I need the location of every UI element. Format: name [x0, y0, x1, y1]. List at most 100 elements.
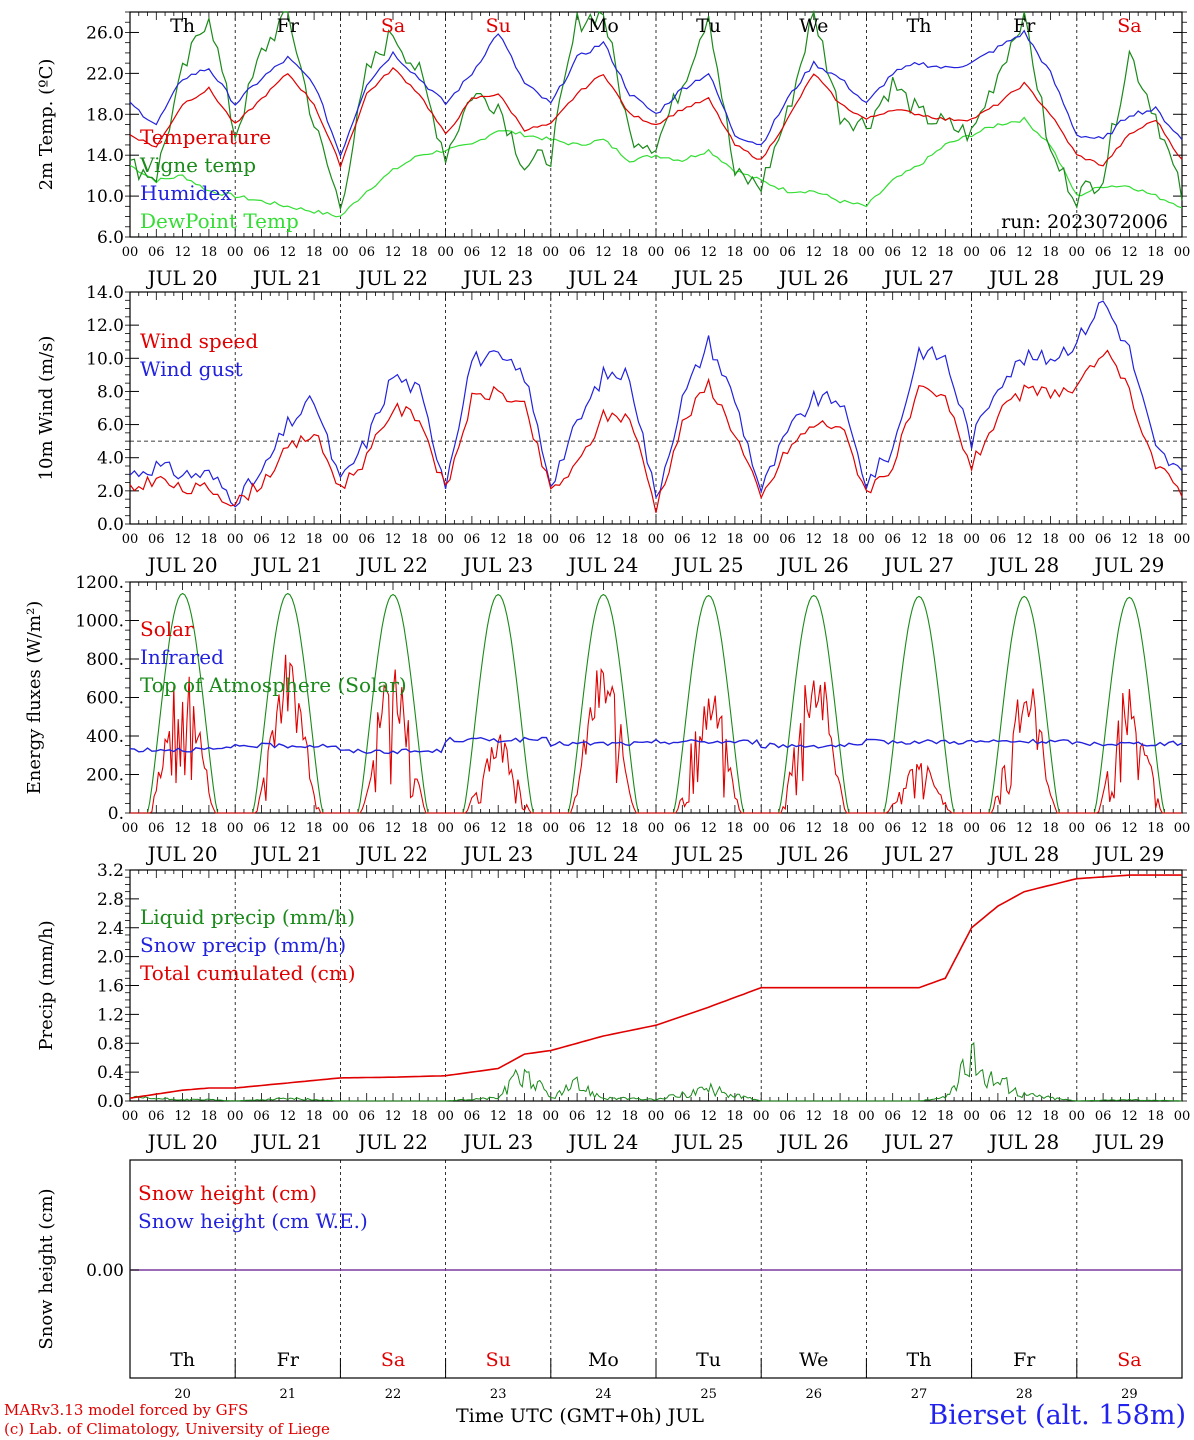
hour-label: 06 — [569, 821, 586, 836]
day-name-label: Sa — [381, 1349, 405, 1371]
energy-y-tick-label: 0. — [108, 804, 124, 824]
hour-label: 06 — [569, 1109, 586, 1124]
hour-label: 00 — [543, 1109, 560, 1124]
hour-label: 00 — [332, 1109, 349, 1124]
wind-y-tick-label: 4.0 — [97, 449, 124, 469]
infrared-line — [129, 736, 1183, 755]
date-label: JUL 21 — [251, 266, 323, 290]
day-name-label: Tu — [696, 1349, 721, 1371]
precip-y-tick-label: 1.6 — [97, 977, 124, 997]
hour-label: 06 — [884, 821, 901, 836]
temperature-legend-item: Vigne temp — [139, 153, 256, 177]
energy-legend-item: Solar — [140, 617, 194, 641]
temperature-legend-item: Humidex — [140, 181, 232, 205]
hour-label: 06 — [148, 532, 165, 547]
energy-legend-item: Top of Atmosphere (Solar) — [140, 673, 407, 697]
hour-label: 18 — [621, 1109, 638, 1124]
hour-label: 18 — [306, 532, 323, 547]
solar-line — [130, 654, 1182, 814]
date-label: JUL 20 — [146, 1130, 218, 1154]
hour-label: 12 — [280, 532, 297, 547]
date-label: JUL 22 — [356, 553, 428, 577]
hour-label: 12 — [595, 532, 612, 547]
hour-label: 12 — [806, 245, 823, 260]
hour-label: 06 — [1095, 821, 1112, 836]
hour-label: 00 — [858, 532, 875, 547]
hour-label: 18 — [727, 532, 744, 547]
hour-label: 00 — [437, 245, 454, 260]
snow-y-axis-label: Snow height (cm) — [36, 1188, 57, 1349]
hour-label: 18 — [832, 1109, 849, 1124]
date-label: JUL 23 — [461, 266, 533, 290]
day-name-label: Sa — [381, 15, 405, 37]
day-name-label: Th — [907, 1349, 932, 1371]
hour-label: 18 — [411, 532, 428, 547]
hour-label: 18 — [201, 245, 218, 260]
date-label: JUL 24 — [566, 266, 638, 290]
date-label: JUL 26 — [777, 842, 849, 866]
date-label: JUL 24 — [566, 842, 638, 866]
date-label: JUL 23 — [461, 1130, 533, 1154]
hour-label: 18 — [411, 1109, 428, 1124]
hour-label: 00 — [858, 821, 875, 836]
wind-y-axis-label: 10m Wind (m/s) — [36, 336, 57, 481]
hour-label: 06 — [253, 821, 270, 836]
hour-label: 12 — [1016, 245, 1033, 260]
hour-label: 00 — [1174, 245, 1191, 260]
hour-label: 00 — [858, 1109, 875, 1124]
temperature-y-tick-label: 14.0 — [86, 146, 124, 166]
hour-label: 12 — [385, 245, 402, 260]
hour-label: 12 — [385, 1109, 402, 1124]
date-label: JUL 28 — [987, 842, 1059, 866]
hour-label: 06 — [779, 245, 796, 260]
date-label: JUL 22 — [356, 842, 428, 866]
date-label: JUL 27 — [882, 1130, 954, 1154]
snow-legend-item: Snow height (cm W.E.) — [138, 1209, 368, 1233]
date-label: JUL 29 — [1092, 1130, 1164, 1154]
wind-y-tick-label: 12.0 — [86, 316, 124, 336]
hour-label: 12 — [700, 821, 717, 836]
hour-label: 18 — [1042, 1109, 1059, 1124]
hour-label: 00 — [753, 532, 770, 547]
hour-label: 06 — [1095, 1109, 1112, 1124]
hour-label: 12 — [806, 1109, 823, 1124]
precip-legend-item: Liquid precip (mm/h) — [140, 905, 355, 929]
date-label: JUL 29 — [1092, 842, 1164, 866]
date-label: JUL 24 — [566, 553, 638, 577]
hour-label: 06 — [674, 532, 691, 547]
precip-y-axis-label: Precip (mm/h) — [36, 920, 57, 1050]
day-name-label: Fr — [1013, 1349, 1036, 1371]
date-label: JUL 26 — [777, 266, 849, 290]
hour-label: 18 — [832, 245, 849, 260]
day-name-label: Fr — [277, 1349, 300, 1371]
hour-label: 06 — [464, 1109, 481, 1124]
date-label: JUL 22 — [356, 1130, 428, 1154]
date-label: JUL 29 — [1092, 553, 1164, 577]
energy-y-tick-label: 1200. — [75, 573, 124, 593]
day-name-label: Sa — [1117, 15, 1141, 37]
hour-label: 12 — [1016, 821, 1033, 836]
hour-label: 12 — [700, 532, 717, 547]
hour-label: 06 — [464, 532, 481, 547]
day-name-label: Fr — [1013, 15, 1036, 37]
hour-label: 00 — [648, 1109, 665, 1124]
energy-y-tick-label: 800. — [86, 650, 124, 670]
hour-label: 00 — [332, 821, 349, 836]
day-number-label: 25 — [700, 1387, 717, 1400]
wind-speed-line — [129, 349, 1183, 513]
hour-label: 12 — [280, 821, 297, 836]
hour-label: 00 — [332, 532, 349, 547]
hour-label: 18 — [937, 245, 954, 260]
hour-label: 18 — [201, 1109, 218, 1124]
hour-label: 18 — [411, 821, 428, 836]
temperature-y-tick-label: 18.0 — [86, 105, 124, 125]
total-cumulated-line — [129, 874, 1182, 1099]
wind-y-tick-label: 14.0 — [86, 283, 124, 303]
date-label: JUL 25 — [672, 553, 744, 577]
day-number-label: 20 — [174, 1387, 191, 1400]
hour-label: 18 — [937, 532, 954, 547]
wind-y-tick-label: 10.0 — [86, 349, 124, 369]
day-name-label: We — [799, 15, 828, 37]
hour-label: 18 — [411, 245, 428, 260]
date-label: JUL 25 — [672, 266, 744, 290]
